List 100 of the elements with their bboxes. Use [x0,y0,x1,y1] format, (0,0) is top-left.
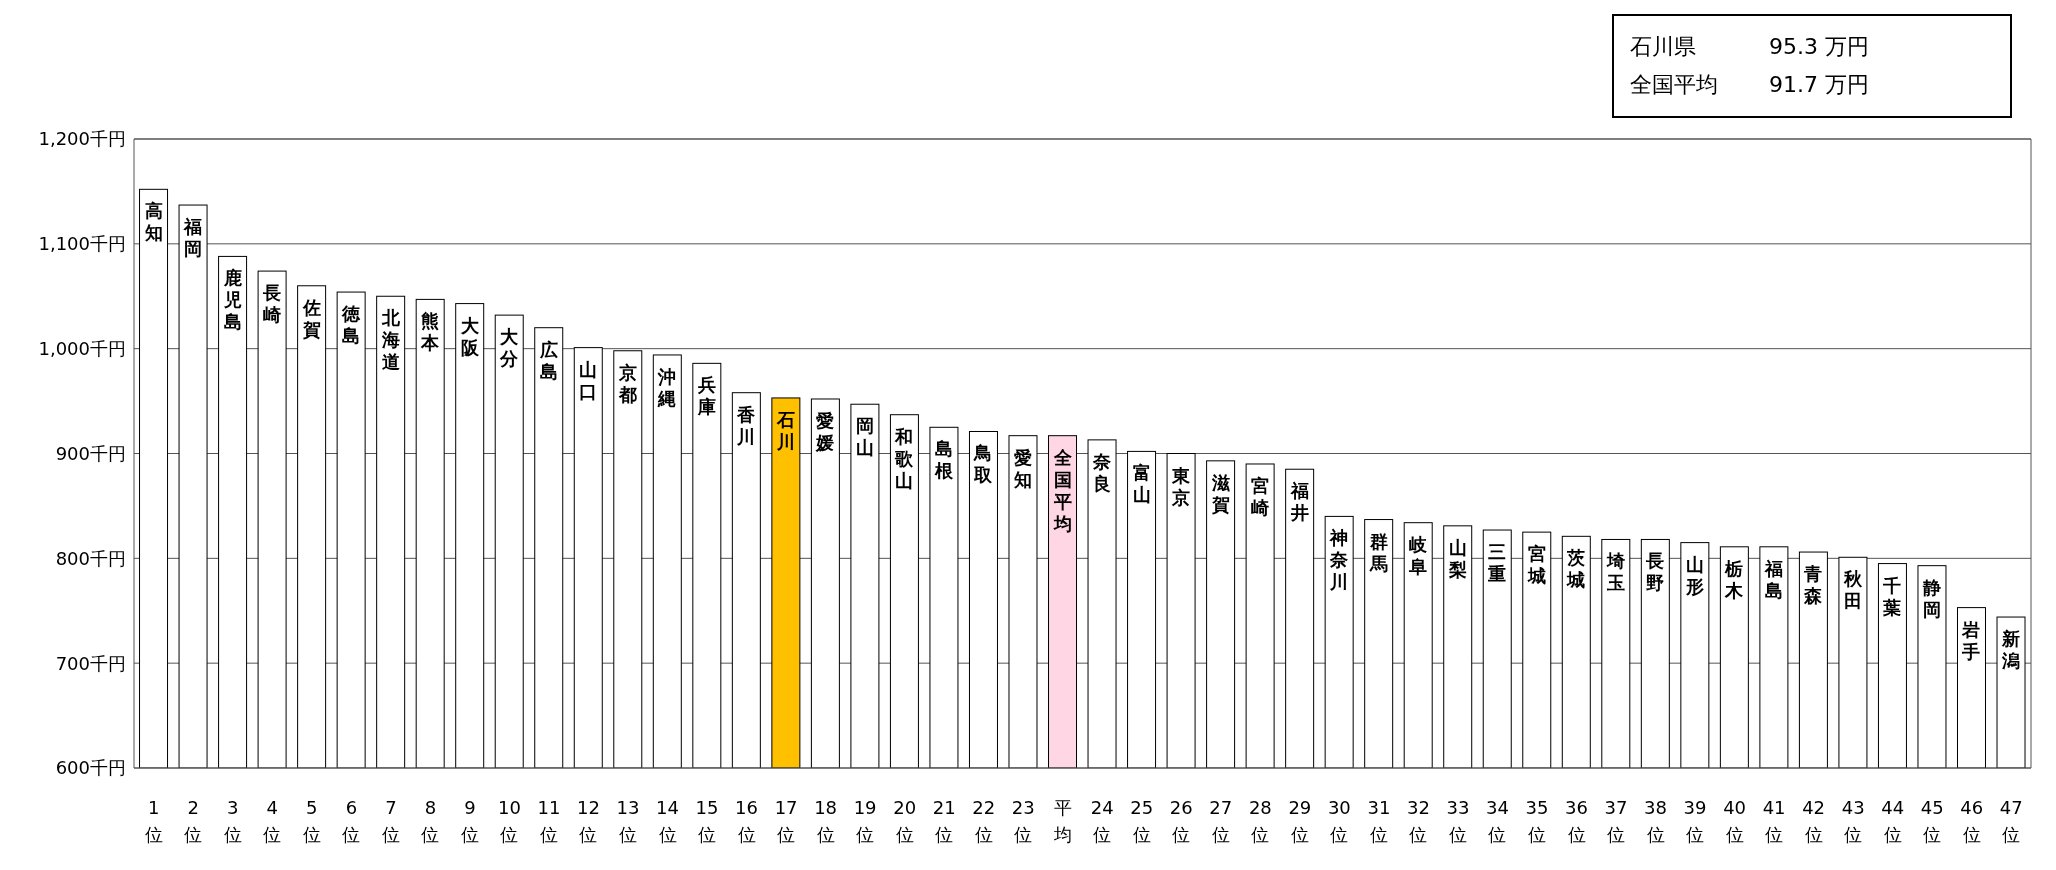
annotation: 新潟 [2001,628,2021,672]
annotation: 京都 [617,361,637,405]
annotation: 岡山 [855,415,874,459]
annotation: 広島 [538,338,558,382]
x-tick-label: 25位 [1130,797,1154,845]
annotation: 三重 [1487,541,1507,585]
annotation: 福井 [1289,480,1309,524]
x-tick-label: 29位 [1288,797,1312,845]
x-tick-label: 42位 [1802,797,1826,845]
x-tick-label: 26位 [1169,797,1193,845]
annotation: 宮城 [1526,543,1546,587]
annotation: 徳島 [341,303,362,347]
x-tick-label: 30位 [1327,797,1351,845]
y-tick-label: 1,100千円 [38,233,126,255]
x-tick-label: 14位 [656,797,679,845]
annotation: 奈良 [1092,450,1112,494]
annotation: 長崎 [262,282,282,326]
x-tick-label: 41位 [1762,797,1786,845]
annotation: 富山 [1132,462,1151,506]
annotation: 宮崎 [1251,474,1270,518]
x-tick-label: 46位 [1960,797,1984,845]
x-tick-label: 27位 [1209,797,1233,845]
annotation: 東京 [1171,464,1191,508]
annotation: 福岡 [183,216,203,260]
x-tick-label: 40位 [1723,797,1747,845]
x-tick-label: 12位 [577,797,600,845]
text: 全国平均 91.7 万円 [1630,71,1870,99]
x-tick-label: 17位 [774,797,798,845]
x-tick-label: 22位 [972,797,996,845]
x-tick-label: 13位 [616,797,640,845]
annotation: 茨城 [1566,547,1586,591]
annotation: 熊本 [420,310,441,354]
annotation: 福島 [1763,557,1783,601]
x-tick-label: 34位 [1486,797,1509,845]
annotation: 兵庫 [696,374,716,418]
annotation: 愛媛 [815,409,835,453]
x-tick-label: 19位 [853,797,877,845]
x-tick-label: 1位 [144,797,163,845]
annotation: 静岡 [1921,576,1941,620]
annotation: 和歌山 [894,425,915,491]
y-tick-label: 900千円 [55,442,126,464]
annotation: 高知 [143,200,163,244]
y-tick-label: 800千円 [55,547,126,569]
annotation: 香川 [736,403,757,447]
x-tick-label: 6位 [342,797,361,845]
text: 石川県 95.3 万円 [1630,33,1870,61]
annotation: 大阪 [459,314,480,358]
x-tick-label: 16位 [735,797,759,845]
x-tick-label: 11位 [537,797,561,845]
x-tick-label: 23位 [1011,797,1035,845]
annotation: 北海道 [380,307,401,373]
x-tick-label: 20位 [893,797,917,845]
x-tick-label: 28位 [1248,797,1272,845]
x-tick-label: 37位 [1604,797,1628,845]
x-tick-label: 7位 [381,797,400,845]
x-tick-label: 35位 [1525,797,1549,845]
x-tick-label: 9位 [460,797,479,845]
x-tick-label: 39位 [1683,797,1707,845]
annotation: 群馬 [1368,530,1388,574]
annotation: 栃木 [1724,557,1745,601]
x-tick-label: 21位 [932,797,956,845]
annotation: 山形 [1684,553,1704,597]
x-tick-label: 36位 [1565,797,1588,845]
annotation: 沖縄 [657,365,677,409]
y-tick-label: 1,200千円 [38,128,126,150]
annotation: 島根 [933,438,954,482]
x-tick-label: 33位 [1446,797,1470,845]
annotation: 鹿児島 [222,267,242,333]
x-tick-label: 15位 [695,797,719,845]
x-tick-label: 4位 [263,797,282,845]
annotation: 鳥取 [973,442,994,486]
annotation: 石川 [775,408,795,452]
annotation: 岩手 [1961,618,1981,662]
x-tick-label: 24位 [1090,797,1114,845]
annotation: 山口 [579,358,598,402]
y-tick-label: 600千円 [55,757,126,779]
x-tick-label: 10位 [497,797,521,845]
y-tick-label: 1,000千円 [38,338,126,360]
annotation: 千葉 [1882,574,1902,618]
annotation: 愛知 [1012,446,1032,490]
annotation: 佐賀 [301,296,321,340]
x-tick-label: 3位 [223,797,242,845]
x-tick-label: 平均 [1052,797,1072,845]
annotation: 神奈川 [1329,527,1349,593]
annotation: 埼玉 [1605,550,1625,594]
x-tick-label: 2位 [184,797,203,845]
annotation: 秋田 [1842,568,1863,612]
x-tick-label: 47位 [1999,797,2023,845]
x-tick-label: 43位 [1841,797,1865,845]
annotation: 滋賀 [1210,471,1230,515]
annotation: 青森 [1803,563,1824,607]
x-tick-label: 31位 [1367,797,1391,845]
annotation: 山梨 [1447,536,1467,580]
x-tick-label: 32位 [1406,797,1430,845]
y-tick-label: 700千円 [55,652,126,674]
x-tick-label: 44位 [1881,797,1905,845]
annotation: 大分 [499,326,520,370]
x-tick-label: 45位 [1920,797,1944,845]
x-tick-label: 38位 [1644,797,1668,845]
x-tick-label: 8位 [421,797,440,845]
